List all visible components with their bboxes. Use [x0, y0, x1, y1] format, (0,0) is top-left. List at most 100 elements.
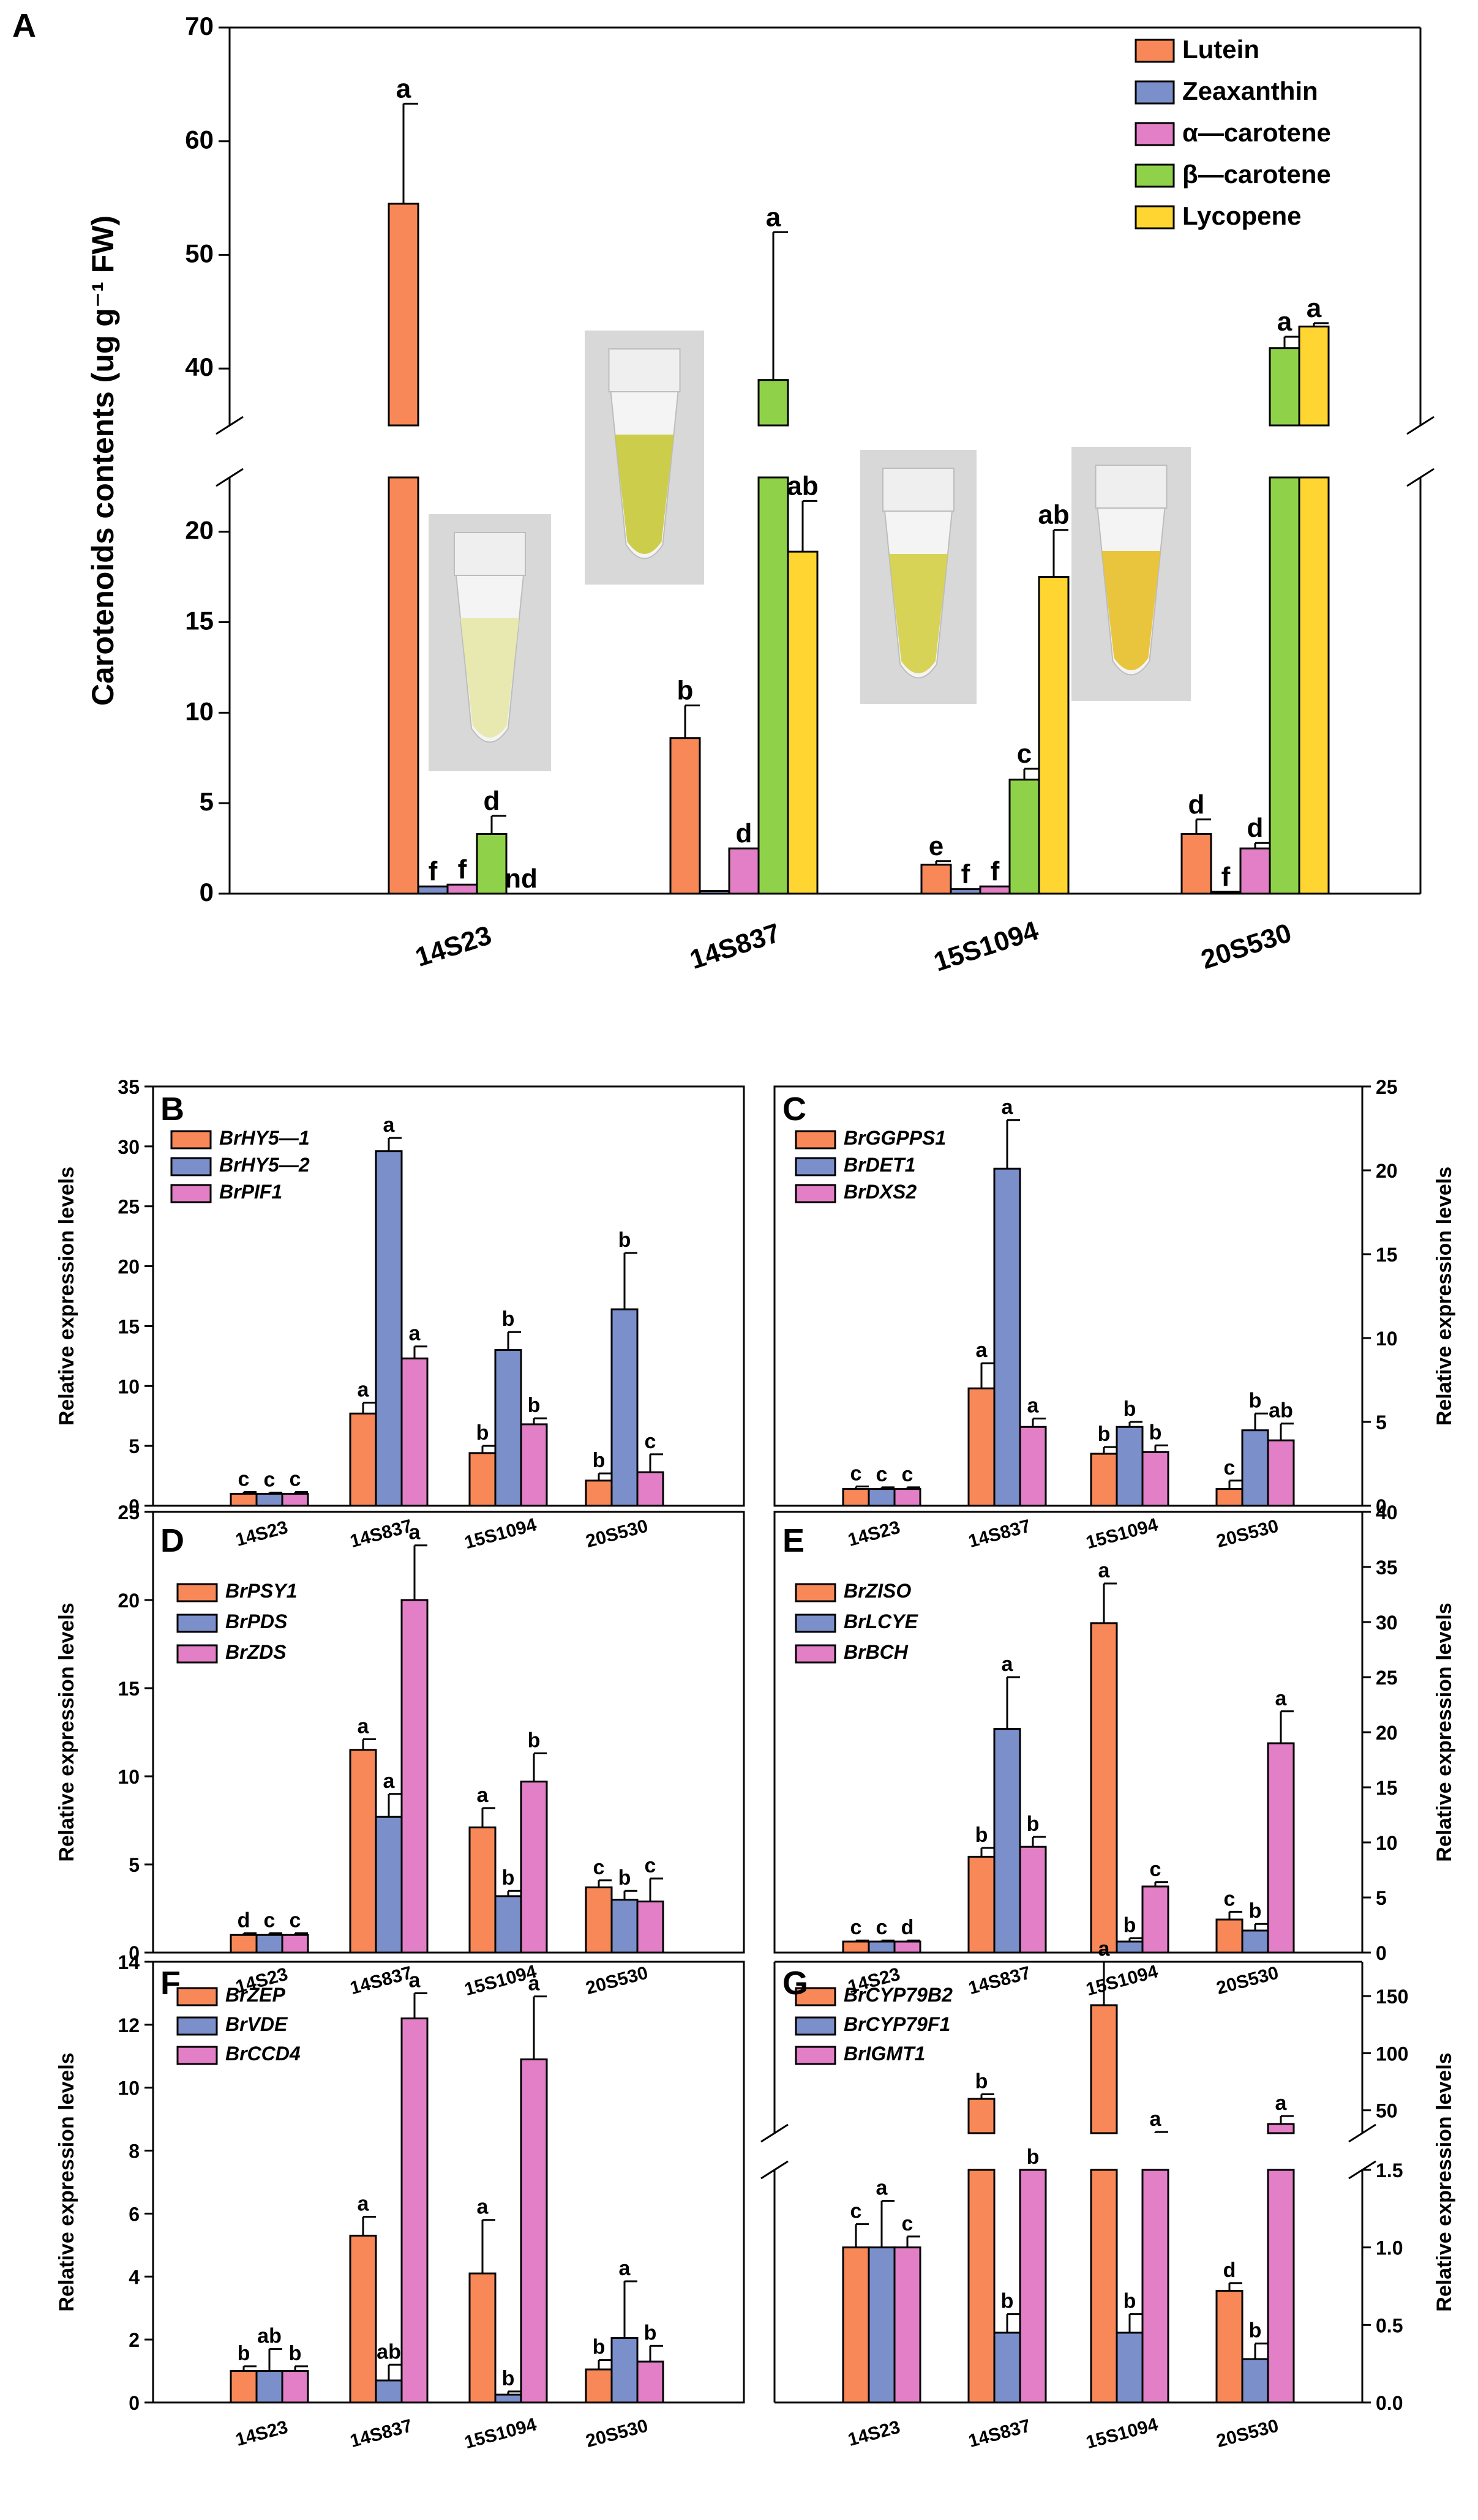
- panel-a-bar-upper-segment: [388, 203, 419, 427]
- panel-a-bar: [417, 885, 449, 895]
- panel-a-y-tick-label: 60: [185, 125, 214, 154]
- panel-g-bar-upper-segment: [967, 2098, 996, 2134]
- panel-c-bar: [1090, 1453, 1118, 1507]
- panel-f-significance-label: a: [477, 2196, 489, 2219]
- panel-b-bar: [610, 1308, 639, 1507]
- panel-a-bar: [728, 847, 760, 895]
- panel-f-significance-label: b: [238, 2342, 250, 2365]
- panel-e-bar: [1116, 1940, 1144, 1954]
- panel-b-y-tick-label: 30: [118, 1136, 140, 1158]
- panel-e-significance-label: c: [1150, 1858, 1161, 1881]
- panel-a-category-label: 15S1094: [930, 916, 1042, 978]
- panel-e-y-tick-label: 35: [1376, 1557, 1398, 1579]
- panel-c-y-axis-label: Relative expression levels: [1433, 1167, 1456, 1426]
- panel-e-legend-swatch: [795, 1613, 836, 1633]
- panel-a-y-tick-label: 10: [185, 697, 214, 725]
- panel-a-y-tick-label: 0: [200, 878, 214, 907]
- panel-b-y-axis-label: Relative expression levels: [55, 1167, 78, 1426]
- panel-f-legend-label: BrCCD4: [225, 2043, 301, 2065]
- panel-b-bar: [585, 1479, 613, 1507]
- panel-c-significance-label: b: [1098, 1423, 1111, 1446]
- panel-g-legend-swatch: [795, 2016, 836, 2036]
- panel-d-bar: [610, 1899, 639, 1954]
- panel-c-bar: [1267, 1439, 1295, 1507]
- panel-b-bar: [520, 1423, 548, 1507]
- panel-g-legend-label: BrIGMT1: [844, 2043, 925, 2065]
- panel-g-bar-lower-segment: [1141, 2169, 1169, 2404]
- panel-a-category-label: 14S837: [686, 918, 784, 974]
- panel-f-bar: [230, 2370, 258, 2404]
- panel-a-bar: [1210, 891, 1242, 895]
- panel-b-y-tick-label: 35: [118, 1076, 140, 1098]
- panel-g-y-tick-label: 0.0: [1376, 2392, 1403, 2414]
- panel-f-significance-label: ab: [257, 2325, 282, 2348]
- panel-a-significance-label: b: [677, 676, 694, 706]
- panel-d-category-label: 20S530: [583, 1963, 650, 1999]
- panel-b-significance-label: c: [290, 1467, 301, 1490]
- panel-d-significance-label: c: [645, 1854, 656, 1877]
- panel-g-bar-lower-segment: [1090, 2169, 1118, 2404]
- panel-g-bar: [1019, 2169, 1047, 2404]
- panel-g-bar-lower-segment: [967, 2169, 996, 2404]
- panel-f-category-label: 20S530: [583, 2416, 650, 2452]
- panel-f-y-tick-label: 2: [129, 2329, 140, 2351]
- panel-b-y-tick-label: 5: [129, 1435, 140, 1457]
- panel-a-significance-label: a: [1307, 293, 1322, 323]
- panel-a-significance-label: d: [1247, 813, 1264, 843]
- panel-b-category-label: 20S530: [583, 1516, 650, 1552]
- panel-a-category-label: 14S23: [411, 920, 495, 973]
- panel-g-significance-label: a: [1150, 2107, 1162, 2131]
- panel-a-significance-label: a: [396, 73, 411, 103]
- panel-c-significance-label: c: [850, 1462, 862, 1485]
- panel-g-letter: G: [782, 1965, 808, 2002]
- panel-a-significance-label: ab: [787, 471, 818, 501]
- panel-e-legend-label: BrZISO: [844, 1580, 911, 1602]
- panel-b-bar: [255, 1492, 283, 1507]
- panel-c-significance-label: c: [876, 1463, 888, 1486]
- panel-d-significance-label: a: [358, 1715, 370, 1738]
- panel-a-bar: [1239, 847, 1271, 895]
- panel-a-axis-break-mark: [1406, 468, 1435, 487]
- panel-a-legend-label: Lycopene: [1182, 201, 1302, 230]
- panel-g-significance-label: a: [876, 2177, 888, 2200]
- panel-e-y-tick-label: 25: [1376, 1667, 1398, 1689]
- panel-b-significance-label: a: [383, 1113, 396, 1137]
- panel-g-significance-label: a: [1098, 1937, 1111, 1961]
- panel-c-legend-label: BrGGPPS1: [844, 1127, 946, 1149]
- panel-c-y-tick-label: 25: [1376, 1076, 1398, 1098]
- panel-a-bar: [699, 890, 730, 895]
- panel-b-legend-label: BrPIF1: [219, 1181, 282, 1203]
- panel-d-bar: [520, 1781, 548, 1954]
- panel-b-significance-label: b: [593, 1449, 606, 1472]
- panel-f-category-label: 15S1094: [462, 2414, 539, 2453]
- panel-f-significance-label: b: [593, 2336, 606, 2359]
- panel-f-bar: [520, 2058, 548, 2404]
- panel-e-legend-label: BrBCH: [844, 1641, 909, 1663]
- panel-a-category-label: 20S530: [1198, 918, 1295, 974]
- panel-e-letter: E: [782, 1522, 805, 1559]
- panel-d-y-tick-label: 15: [118, 1678, 140, 1700]
- panel-e-bar: [993, 1728, 1021, 1954]
- panel-f-category-label: 14S23: [233, 2417, 290, 2450]
- panel-c-category-label: 14S23: [846, 1517, 902, 1550]
- panel-c-category-label: 15S1094: [1084, 1514, 1160, 1553]
- panel-e-y-tick-label: 15: [1376, 1777, 1398, 1799]
- panel-a-legend-label: β—carotene: [1182, 160, 1331, 189]
- panel-c-category-label: 14S837: [966, 1516, 1032, 1552]
- panel-d-legend-swatch: [176, 1644, 218, 1664]
- panel-d-category-label: 14S837: [348, 1963, 414, 1999]
- panel-d-bar: [585, 1886, 613, 1954]
- panel-g-bar-upper-segment: [1090, 2004, 1118, 2134]
- panel-a-bar-upper-segment: [1298, 325, 1330, 427]
- panel-g-significance-label: c: [850, 2200, 862, 2223]
- panel-c-bar: [1019, 1426, 1047, 1507]
- panel-b-significance-label: c: [238, 1467, 250, 1490]
- panel-f-y-axis-label: Relative expression levels: [55, 2052, 78, 2311]
- panel-d-bar: [400, 1599, 429, 1954]
- panel-e-significance-label: d: [901, 1916, 914, 1939]
- panel-d-y-tick-label: 10: [118, 1766, 140, 1788]
- panel-b-category-label: 14S23: [233, 1517, 290, 1550]
- panel-g-y-tick-label: 100: [1376, 2043, 1408, 2065]
- panel-f-y-tick-label: 12: [118, 2014, 140, 2036]
- panel-b-significance-label: c: [264, 1468, 276, 1491]
